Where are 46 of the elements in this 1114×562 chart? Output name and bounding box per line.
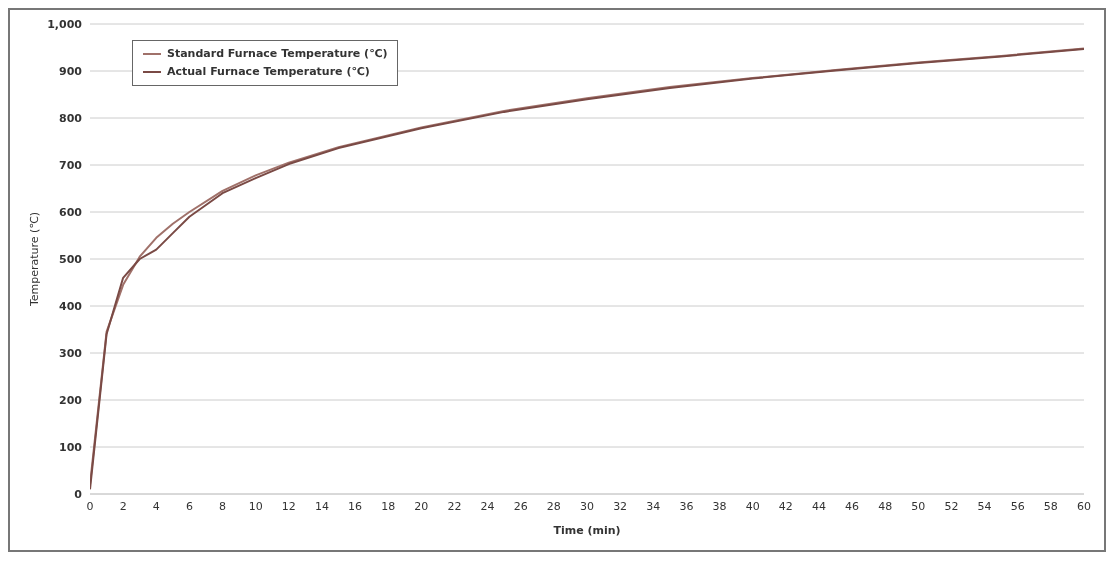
x-tick-label: 46 xyxy=(845,499,860,513)
y-tick-label: 300 xyxy=(59,346,83,360)
x-tick-label: 20 xyxy=(414,499,429,513)
x-tick-label: 56 xyxy=(1010,499,1025,513)
x-tick-label: 6 xyxy=(185,499,193,513)
y-tick-label: 200 xyxy=(59,393,83,407)
x-tick-label: 26 xyxy=(513,499,528,513)
y-tick-label: 600 xyxy=(59,205,83,219)
y-tick-label: 400 xyxy=(59,299,83,313)
x-tick-label: 60 xyxy=(1077,499,1091,513)
y-tick-label: 100 xyxy=(59,440,83,454)
x-tick-label: 50 xyxy=(911,499,926,513)
x-tick-label: 34 xyxy=(646,499,661,513)
y-tick-label: 1,000 xyxy=(47,17,83,31)
x-tick-label: 58 xyxy=(1043,499,1058,513)
x-tick-label: 52 xyxy=(944,499,959,513)
x-tick-label: 28 xyxy=(546,499,561,513)
x-tick-label: 44 xyxy=(811,499,826,513)
x-tick-label: 2 xyxy=(119,499,127,513)
y-tick-label: 800 xyxy=(59,111,83,125)
y-tick-label: 0 xyxy=(74,487,83,501)
x-tick-label: 0 xyxy=(86,499,94,513)
x-tick-label: 42 xyxy=(778,499,793,513)
x-tick-label: 30 xyxy=(580,499,594,513)
x-tick-label: 18 xyxy=(381,499,396,513)
x-tick-label: 22 xyxy=(447,499,462,513)
x-tick-label: 14 xyxy=(314,499,329,513)
x-tick-label: 38 xyxy=(712,499,727,513)
legend-label: Standard Furnace Temperature (℃) xyxy=(167,46,388,62)
x-tick-label: 54 xyxy=(977,499,992,513)
x-tick-label: 8 xyxy=(219,499,227,513)
x-tick-label: 16 xyxy=(348,499,363,513)
x-tick-label: 32 xyxy=(613,499,628,513)
x-tick-label: 4 xyxy=(152,499,160,513)
legend-label: Actual Furnace Temperature (℃) xyxy=(167,64,370,80)
y-tick-label: 500 xyxy=(59,252,83,266)
x-tick-label: 24 xyxy=(480,499,495,513)
x-tick-label: 12 xyxy=(281,499,296,513)
x-tick-label: 40 xyxy=(745,499,760,513)
y-tick-label: 900 xyxy=(59,64,83,78)
x-tick-label: 48 xyxy=(878,499,893,513)
x-axis-title: Time (min) xyxy=(553,524,621,537)
y-tick-label: 700 xyxy=(59,158,83,172)
y-axis-title: Temperature (℃) xyxy=(27,211,41,308)
x-tick-label: 10 xyxy=(248,499,263,513)
x-tick-label: 36 xyxy=(679,499,694,513)
